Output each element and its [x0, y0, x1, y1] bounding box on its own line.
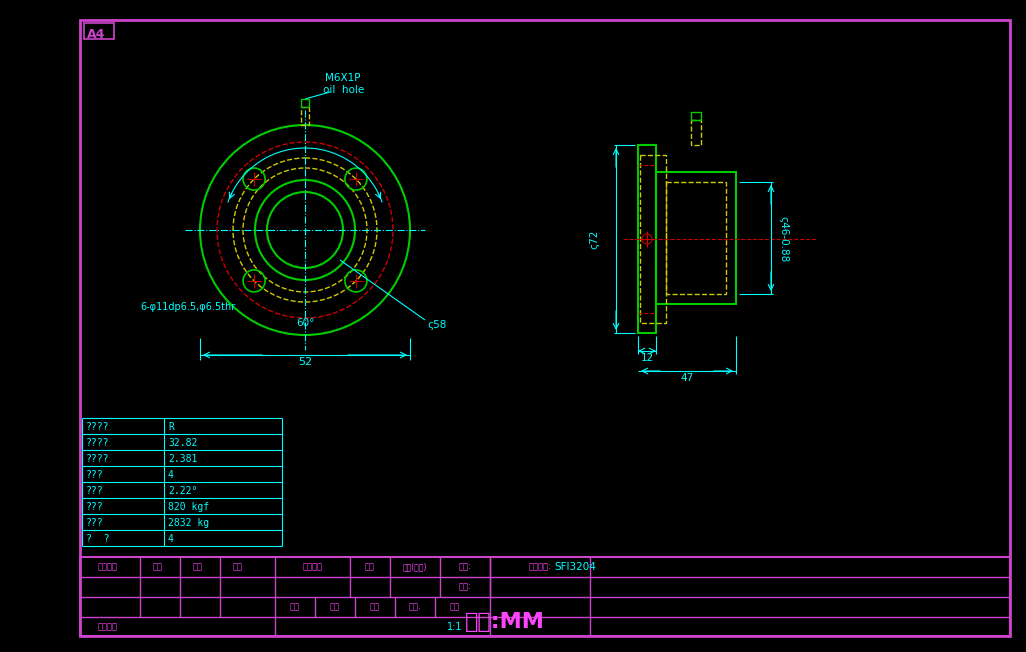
Text: 12: 12	[640, 353, 654, 363]
Text: 比例: 比例	[450, 602, 460, 612]
Text: 视角.: 视角.	[408, 602, 422, 612]
Text: 820 kgf: 820 kgf	[168, 502, 209, 512]
Text: oil  hole: oil hole	[323, 85, 364, 95]
Text: 图号:: 图号:	[459, 563, 471, 572]
Text: ???: ???	[86, 486, 104, 496]
Bar	[690, 120, 701, 145]
Text: SFI3204: SFI3204	[554, 562, 596, 572]
Text: 处数: 处数	[153, 563, 163, 572]
Text: ς46-0.88: ς46-0.88	[778, 216, 788, 262]
Text: 单位:MM: 单位:MM	[465, 612, 545, 632]
Text: 审核: 审核	[370, 602, 380, 612]
Text: 2.22°: 2.22°	[168, 486, 197, 496]
Text: ????: ????	[86, 422, 110, 432]
Text: 设计: 设计	[330, 602, 340, 612]
Text: 参考图号:: 参考图号:	[528, 563, 551, 572]
Text: 32.82: 32.82	[168, 437, 197, 448]
Text: 签名: 签名	[233, 563, 243, 572]
Text: M6X1P: M6X1P	[325, 73, 360, 83]
Text: 客户名称: 客户名称	[303, 563, 322, 572]
Text: ?  ?: ? ?	[86, 534, 110, 544]
Text: 60°: 60°	[295, 318, 314, 328]
Text: R: R	[168, 422, 173, 432]
Text: 2832 kg: 2832 kg	[168, 518, 209, 528]
Text: ????: ????	[86, 454, 110, 464]
Bar	[84, 23, 114, 39]
Text: ???: ???	[86, 502, 104, 512]
Text: ς58: ς58	[427, 320, 446, 330]
Text: 日期: 日期	[365, 563, 374, 572]
Text: 更改标记: 更改标记	[98, 563, 118, 572]
Bar	[80, 557, 1010, 636]
Text: 绘图: 绘图	[290, 602, 300, 612]
Text: 日期: 日期	[193, 563, 203, 572]
Bar	[666, 182, 726, 294]
Bar	[638, 145, 656, 333]
Text: 材料:: 材料:	[459, 582, 471, 591]
Bar	[656, 172, 736, 304]
Text: 1:1: 1:1	[447, 621, 463, 632]
Text: 2.381: 2.381	[168, 454, 197, 464]
Bar	[301, 99, 309, 107]
Text: ς72: ς72	[589, 230, 599, 248]
Text: A4: A4	[87, 29, 106, 42]
Text: 52: 52	[298, 357, 312, 367]
Text: ???: ???	[86, 470, 104, 480]
Text: 6-φ11dp6.5,φ6.5thr: 6-φ11dp6.5,φ6.5thr	[140, 302, 235, 312]
Bar	[301, 107, 309, 125]
Text: 数量(单台): 数量(单台)	[403, 563, 427, 572]
Text: 4: 4	[168, 534, 173, 544]
Bar	[640, 155, 666, 323]
Text: 4: 4	[168, 470, 173, 480]
Bar	[690, 112, 701, 120]
Text: 47: 47	[680, 373, 694, 383]
Text: ???: ???	[86, 518, 104, 528]
Text: 客户确认: 客户确认	[98, 622, 118, 631]
Text: ????: ????	[86, 437, 110, 448]
